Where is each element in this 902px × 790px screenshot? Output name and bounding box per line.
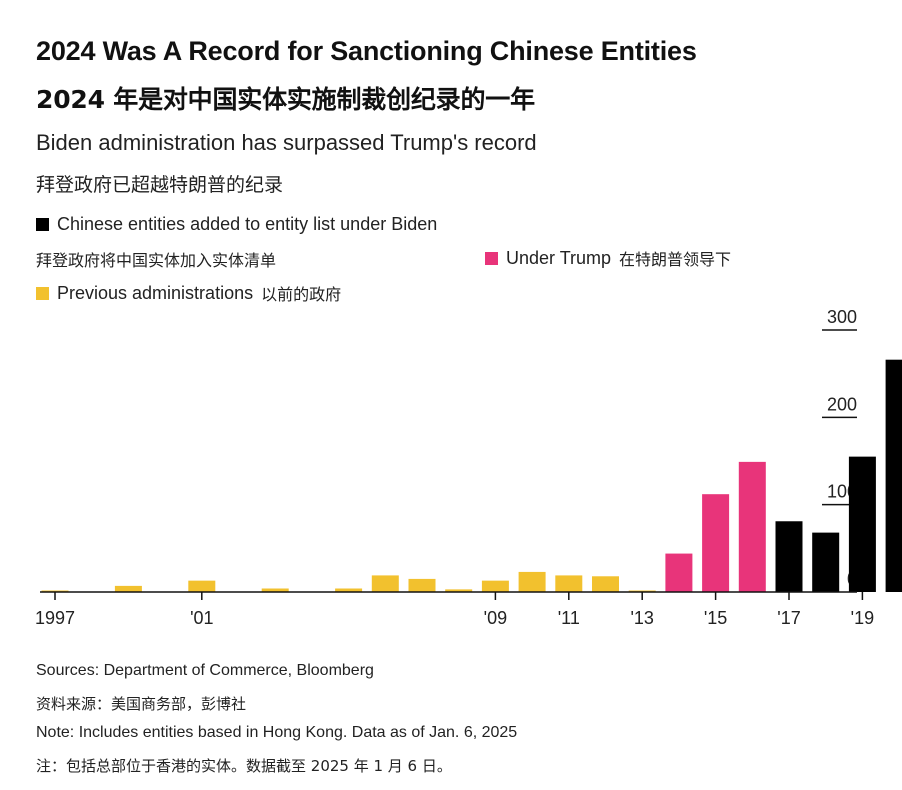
legend-swatch-previous bbox=[36, 286, 49, 300]
bar-2015 bbox=[702, 494, 730, 592]
bar-2019 bbox=[848, 456, 876, 592]
chart-title-chinese: 2024 年是对中国实体实施制裁创纪录的一年 bbox=[36, 85, 535, 114]
bar-2011 bbox=[555, 575, 583, 592]
bar-2016 bbox=[738, 461, 766, 592]
bar-2005 bbox=[335, 588, 363, 592]
legend-label-trump: Under Trump bbox=[506, 247, 612, 268]
legend-item-trump: Under Trump 在特朗普领导下 bbox=[485, 246, 731, 270]
x-tick-label: '19 bbox=[851, 608, 874, 628]
x-tick-label: 1997 bbox=[35, 608, 75, 628]
chart-title: 2024 Was A Record for Sanctioning Chines… bbox=[36, 36, 697, 66]
x-tick-label: '15 bbox=[704, 608, 727, 628]
y-tick-label: 300 bbox=[827, 307, 857, 327]
bar-2010 bbox=[518, 571, 546, 592]
bar-chart: 01002003001997'01'09'11'13'15'17'19'21'2… bbox=[35, 307, 902, 628]
x-tick-label: '13 bbox=[630, 608, 653, 628]
legend-item-biden: Chinese entities added to entity list un… bbox=[36, 214, 437, 235]
bar-2008 bbox=[445, 589, 473, 592]
chart-subtitle: Biden administration has surpassed Trump… bbox=[36, 130, 537, 155]
legend-label-biden: Chinese entities added to entity list un… bbox=[57, 214, 438, 234]
bar-2014 bbox=[665, 553, 693, 592]
bar-2006 bbox=[371, 575, 399, 592]
bar-2018 bbox=[812, 532, 840, 592]
legend-label-trump-chinese: 在特朗普领导下 bbox=[619, 250, 732, 269]
bar-2007 bbox=[408, 578, 436, 592]
legend-item-biden-chinese: 拜登政府将中国实体加入实体清单 bbox=[36, 247, 276, 271]
bar-2003 bbox=[261, 588, 289, 592]
chart-subtitle-chinese: 拜登政府已超越特朗普的纪录 bbox=[36, 174, 284, 196]
bar-2020 bbox=[885, 359, 902, 592]
legend-swatch-biden bbox=[36, 218, 49, 231]
legend-label-previous: Previous administrations bbox=[57, 282, 254, 303]
bar-2017 bbox=[775, 521, 803, 592]
footnote: Note: Includes entities based in Hong Ko… bbox=[36, 724, 518, 741]
x-tick-label: '11 bbox=[558, 608, 580, 628]
legend-swatch-trump bbox=[485, 251, 498, 265]
y-tick-label: 200 bbox=[827, 394, 857, 414]
bar-2009 bbox=[481, 580, 509, 592]
bar-2012 bbox=[592, 576, 619, 592]
legend-label-previous-chinese: 以前的政府 bbox=[261, 285, 342, 304]
x-tick-label: '01 bbox=[190, 608, 213, 628]
legend-label-biden-chinese: 拜登政府将中国实体加入实体清单 bbox=[36, 251, 277, 270]
legend-item-previous: Previous administrations 以前的政府 bbox=[36, 281, 341, 305]
source-note: Sources: Department of Commerce, Bloombe… bbox=[36, 662, 374, 679]
x-tick-label: '09 bbox=[484, 608, 507, 628]
bar-2001 bbox=[188, 580, 216, 592]
source-note-chinese: 资料来源：美国商务部，彭博社 bbox=[36, 695, 247, 713]
footnote-chinese: 注：包括总部位于香港的实体。数据截至 2025 年 1 月 6 日。 bbox=[36, 757, 452, 775]
bar-1999 bbox=[114, 585, 142, 592]
x-tick-label: '17 bbox=[777, 608, 800, 628]
